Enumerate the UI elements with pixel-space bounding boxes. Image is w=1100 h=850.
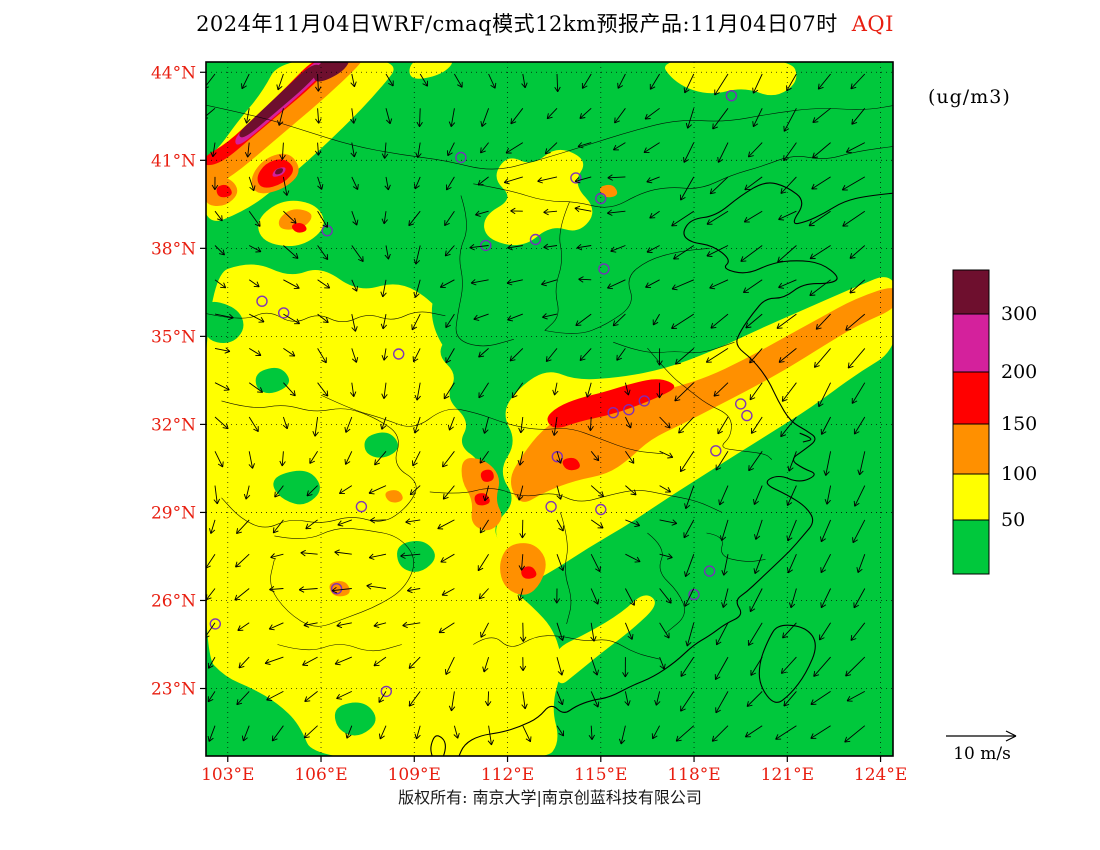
x-axis-tick-label: 103°E bbox=[201, 765, 254, 785]
station-marker bbox=[209, 618, 222, 630]
station-marker bbox=[595, 192, 607, 205]
station-marker bbox=[607, 407, 619, 419]
wind-vectors bbox=[206, 73, 866, 746]
y-axis-tick-label: 23°N bbox=[151, 680, 196, 700]
station-marker bbox=[545, 500, 557, 513]
wind-scale: 10 m/s bbox=[930, 728, 1034, 764]
colorbar-segment bbox=[952, 371, 990, 425]
map-layers bbox=[206, 62, 893, 756]
colorbar-label: 100 bbox=[1001, 463, 1037, 485]
chart-title: 2024年11月04日WRF/cmaq模式12km预报产品:11月04日07时 A… bbox=[130, 8, 960, 38]
chart-variable-label: AQI bbox=[851, 12, 894, 36]
x-axis-tick-label: 112°E bbox=[481, 765, 534, 785]
colorbar-segment bbox=[952, 313, 990, 373]
station-marker bbox=[380, 685, 392, 698]
colorbar-label: 300 bbox=[1001, 303, 1037, 325]
y-axis-tick-label: 41°N bbox=[151, 151, 196, 171]
colorbar-label: 200 bbox=[1001, 361, 1037, 383]
station-marker bbox=[480, 239, 492, 252]
x-axis-tick-label: 124°E bbox=[854, 765, 907, 785]
wind-scale-label: 10 m/s bbox=[953, 744, 1011, 764]
station-marker bbox=[529, 233, 542, 246]
colorbar-label: 150 bbox=[1001, 413, 1037, 435]
colorbar-segment bbox=[952, 269, 990, 315]
units-label: (ug/m3) bbox=[928, 86, 1011, 108]
station-marker bbox=[688, 588, 700, 601]
station-marker bbox=[741, 409, 753, 422]
station-marker bbox=[393, 348, 405, 360]
x-axis-tick-label: 118°E bbox=[667, 765, 720, 785]
station-marker bbox=[638, 395, 650, 407]
colorbar-label: 50 bbox=[1001, 509, 1025, 531]
station-marker bbox=[598, 263, 610, 275]
station-marker bbox=[355, 500, 368, 513]
station-marker bbox=[570, 172, 582, 184]
wind-scale-arrow-icon bbox=[946, 730, 1017, 742]
copyright-text: 版权所有: 南京大学|南京创蓝科技有限公司 bbox=[398, 788, 702, 807]
y-axis-tick-label: 35°N bbox=[151, 327, 196, 347]
colorbar: 300 200 150 100 50 bbox=[952, 269, 1037, 575]
y-axis-tick-label: 38°N bbox=[151, 239, 196, 259]
contour-layer-maroon bbox=[239, 62, 349, 175]
map-frame bbox=[205, 61, 894, 757]
graticule bbox=[206, 62, 893, 756]
station-marker bbox=[330, 583, 343, 595]
y-axis-tick-label: 32°N bbox=[151, 415, 196, 435]
colorbar-segment bbox=[952, 519, 990, 575]
station-marker bbox=[278, 307, 290, 319]
x-axis-tick-label: 106°E bbox=[294, 765, 347, 785]
colorbar-segment bbox=[952, 473, 990, 521]
station-marker bbox=[735, 398, 747, 410]
station-marker bbox=[256, 295, 268, 307]
province-borders bbox=[206, 104, 893, 660]
coastline bbox=[430, 182, 893, 756]
chart-title-text: 2024年11月04日WRF/cmaq模式12km预报产品:11月04日07时 bbox=[196, 12, 838, 36]
x-axis-tick-label: 115°E bbox=[574, 765, 627, 785]
station-marker bbox=[710, 445, 722, 457]
colorbar-segment bbox=[952, 423, 990, 475]
station-marker bbox=[455, 151, 467, 164]
y-axis-tick-label: 26°N bbox=[151, 591, 196, 611]
x-axis-tick-label: 109°E bbox=[388, 765, 441, 785]
y-axis-tick-label: 44°N bbox=[151, 63, 196, 83]
station-markers bbox=[209, 89, 753, 698]
x-axis-tick-label: 121°E bbox=[761, 765, 814, 785]
station-marker bbox=[725, 89, 738, 102]
station-marker bbox=[623, 404, 635, 416]
station-marker bbox=[595, 503, 607, 516]
y-axis-tick-label: 29°N bbox=[151, 503, 196, 523]
axes: 103°E 106°E 109°E 112°E 115°E 118°E 121°E 124°E… bbox=[151, 63, 907, 785]
station-marker bbox=[703, 565, 716, 577]
